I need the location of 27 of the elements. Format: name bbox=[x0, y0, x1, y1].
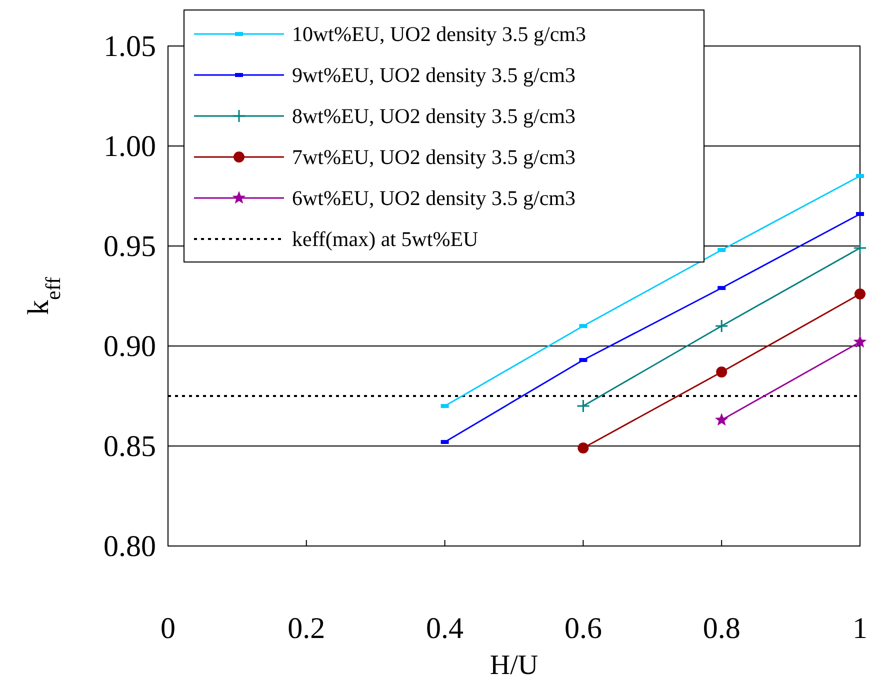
point bbox=[854, 288, 866, 300]
y-tick-label: 1.05 bbox=[104, 30, 156, 63]
point bbox=[578, 442, 589, 454]
legend-label: 8wt%EU, UO2 density 3.5 g/cm3 bbox=[292, 104, 576, 128]
legend-label: keff(max) at 5wt%EU bbox=[292, 227, 478, 251]
point bbox=[714, 319, 728, 333]
point bbox=[576, 399, 590, 413]
legend-label: 9wt%EU, UO2 density 3.5 g/cm3 bbox=[292, 63, 576, 87]
x-tick-label: 0.4 bbox=[426, 612, 464, 645]
y-tick-label: 0.80 bbox=[104, 530, 156, 563]
point bbox=[853, 241, 867, 255]
y-tick-label: 0.95 bbox=[104, 230, 156, 263]
x-tick-label: 1 bbox=[852, 612, 868, 645]
legend-label: 7wt%EU, UO2 density 3.5 g/cm3 bbox=[292, 145, 576, 169]
y-tick-label: 1.00 bbox=[104, 130, 156, 163]
legend-label: 10wt%EU, UO2 density 3.5 g/cm3 bbox=[292, 22, 586, 46]
x-tick-label: 0.2 bbox=[288, 612, 326, 645]
x-axis-title: H/U bbox=[490, 650, 538, 681]
point bbox=[714, 413, 728, 426]
point bbox=[853, 335, 867, 348]
x-tick-label: 0 bbox=[160, 612, 176, 645]
point bbox=[716, 366, 728, 378]
x-tick-label: 0.6 bbox=[564, 612, 602, 645]
y-tick-label: 0.90 bbox=[104, 330, 156, 363]
y-tick-label: 0.85 bbox=[104, 430, 156, 463]
legend-label: 6wt%EU, UO2 density 3.5 g/cm3 bbox=[292, 186, 576, 210]
x-tick-label: 0.8 bbox=[702, 612, 740, 645]
